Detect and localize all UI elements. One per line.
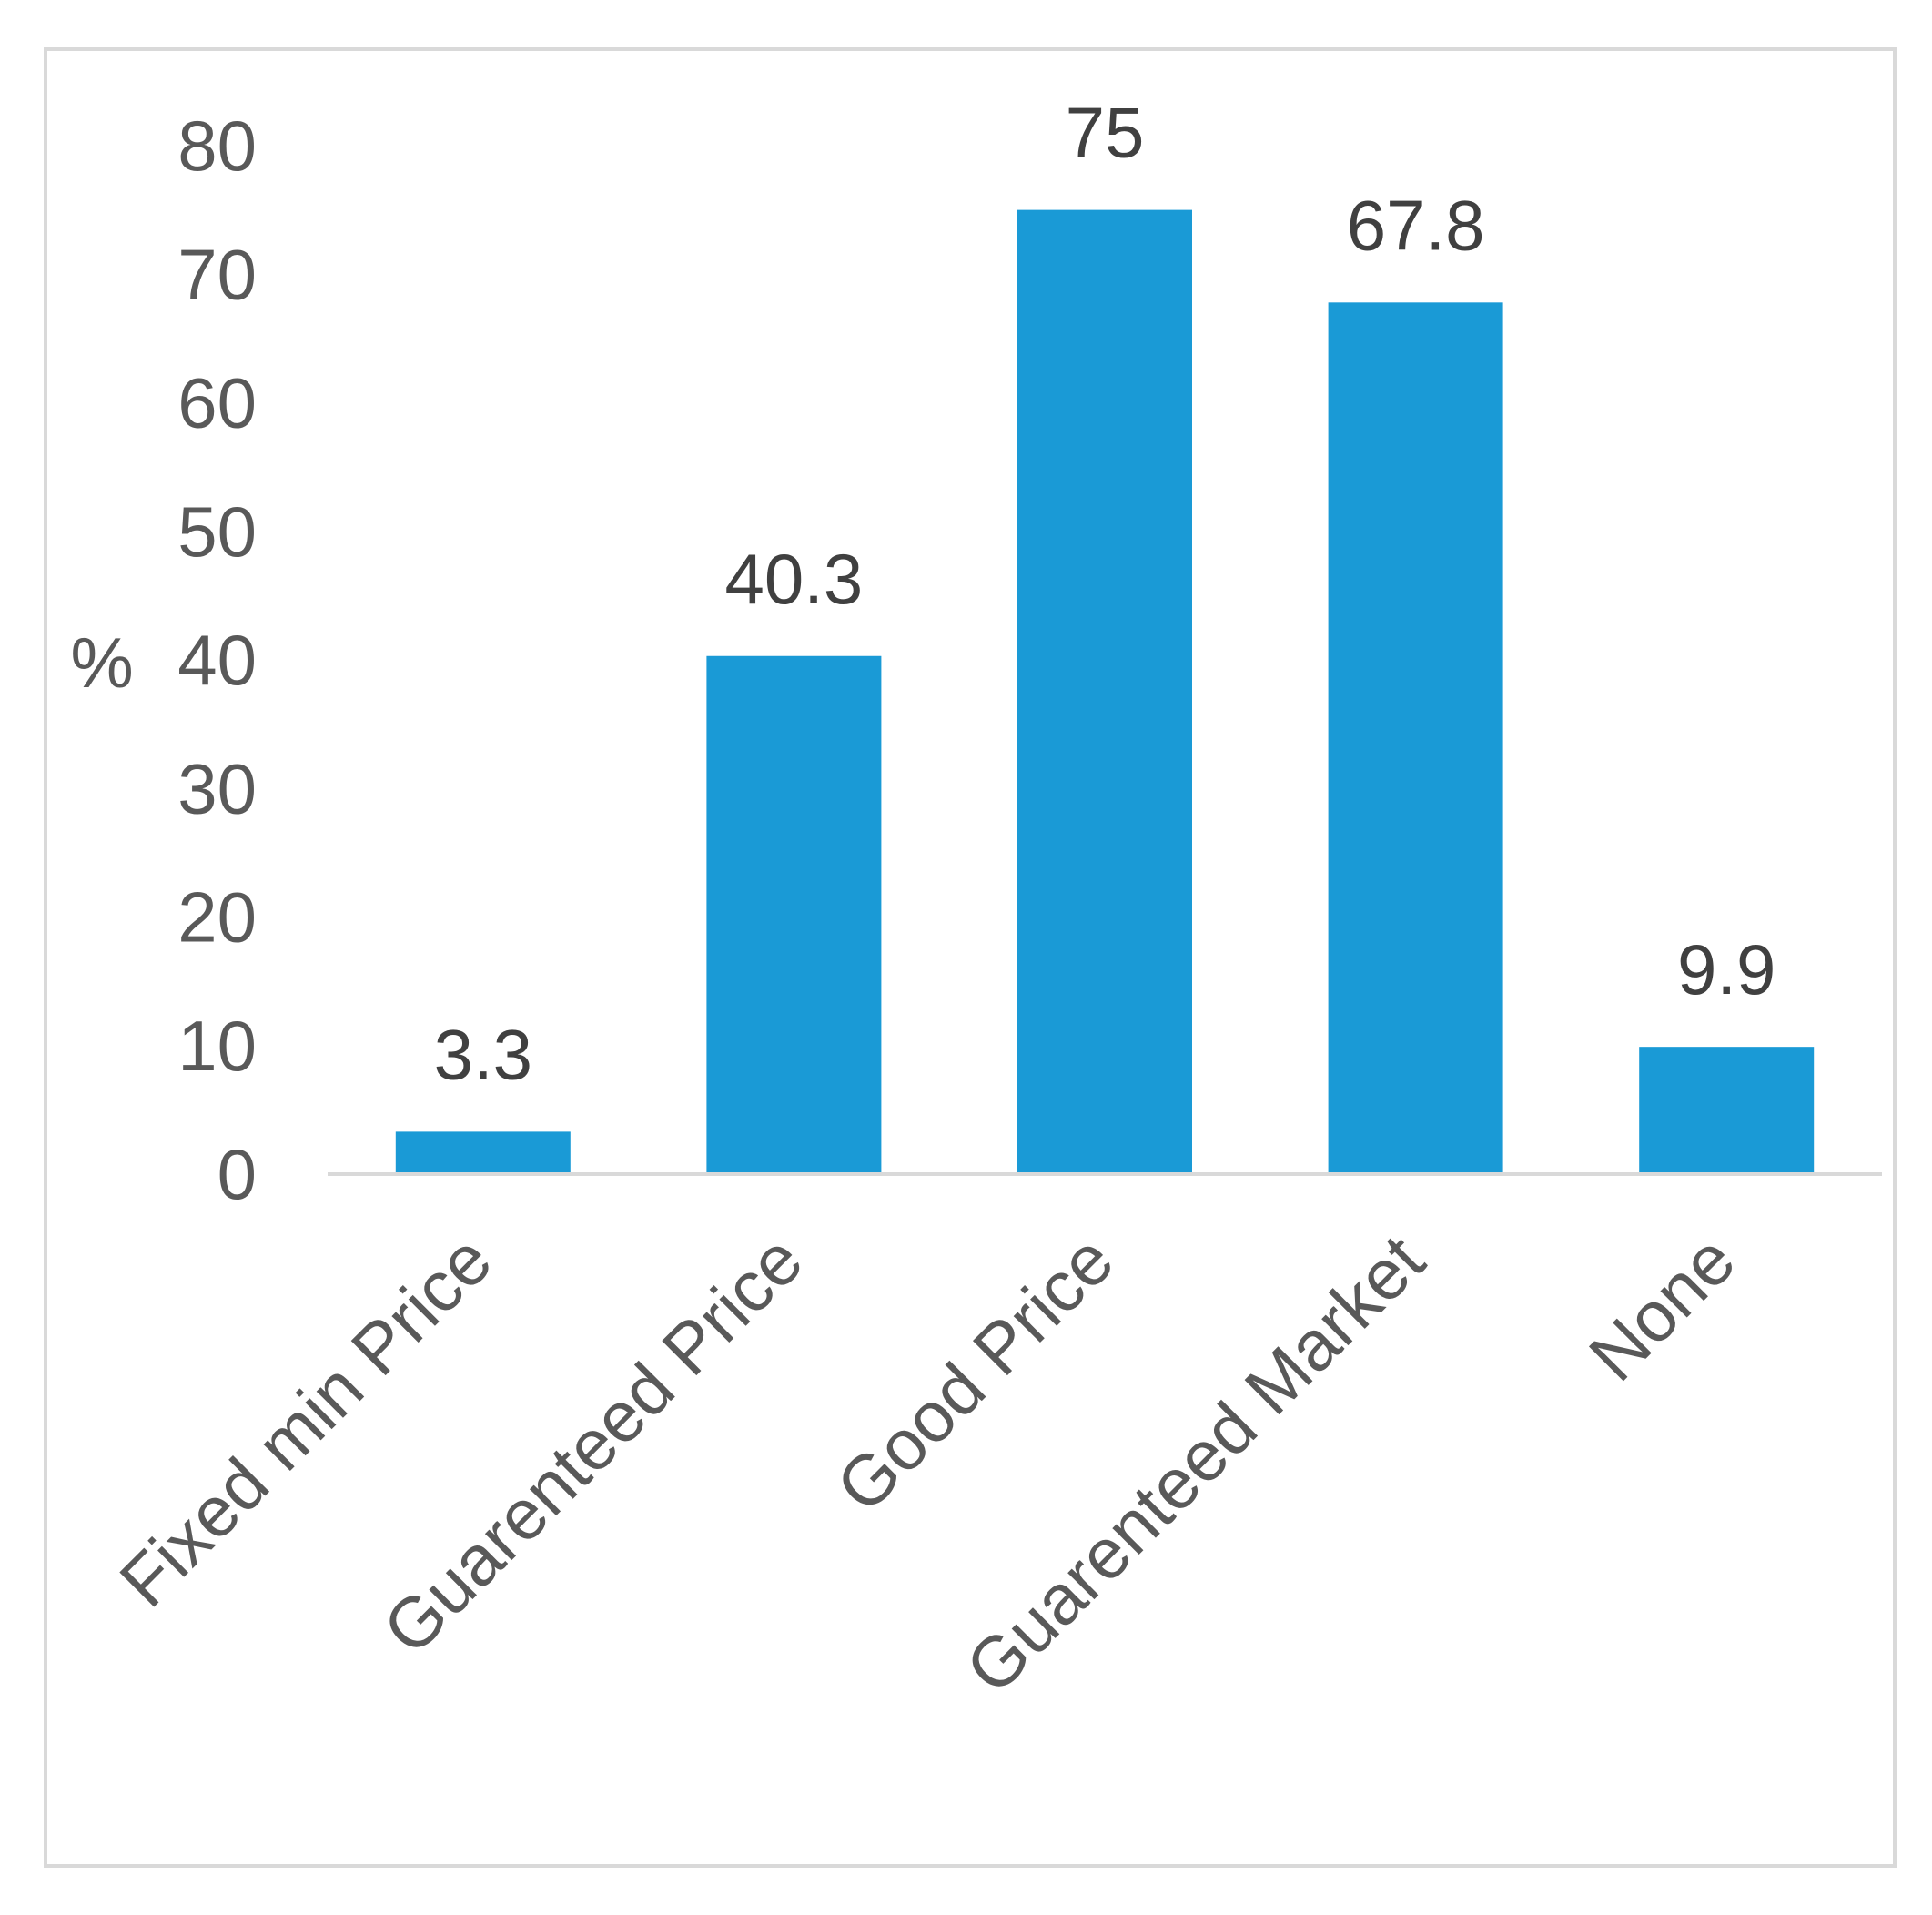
data-labels-group: 3.3 40.3 75 67.8 9.9 — [434, 93, 1776, 1095]
y-tick-label: 20 — [177, 877, 257, 958]
category-label: None — [1573, 1220, 1750, 1396]
y-tick-label: 60 — [177, 363, 257, 443]
bar — [706, 655, 882, 1174]
y-tick-label: 50 — [177, 491, 257, 572]
bar — [395, 1131, 571, 1174]
y-tick-label: 70 — [177, 234, 257, 314]
bars-group — [395, 209, 1815, 1174]
y-tick-label: 40 — [177, 620, 257, 700]
y-axis-label: % — [70, 623, 133, 703]
bar — [1328, 302, 1503, 1174]
y-axis-ticks: 0 10 20 30 40 50 60 70 80 — [177, 106, 257, 1214]
data-label: 67.8 — [1347, 185, 1485, 265]
bar — [1639, 1047, 1815, 1174]
y-tick-label: 80 — [177, 106, 257, 186]
data-label: 9.9 — [1677, 929, 1775, 1009]
category-label: Good Price — [821, 1220, 1128, 1527]
data-label: 40.3 — [724, 539, 863, 619]
y-tick-label: 10 — [177, 1006, 257, 1086]
chart-frame — [44, 47, 1897, 1868]
y-tick-label: 30 — [177, 748, 257, 828]
data-label: 75 — [1066, 93, 1145, 173]
data-label: 3.3 — [434, 1014, 532, 1094]
bar — [1017, 209, 1192, 1174]
y-tick-label: 0 — [217, 1134, 257, 1214]
